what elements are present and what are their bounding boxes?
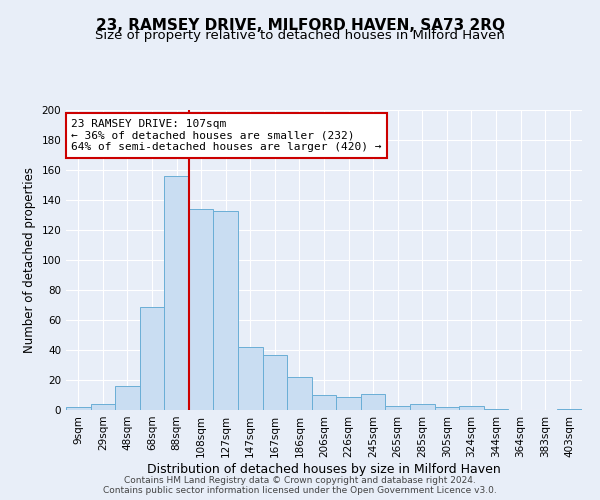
Bar [312, 395, 336, 410]
Y-axis label: Number of detached properties: Number of detached properties [23, 167, 36, 353]
Bar [434, 407, 459, 410]
Bar [459, 406, 484, 410]
Bar [164, 176, 189, 410]
Bar [91, 404, 115, 410]
Bar [238, 347, 263, 410]
Bar [484, 408, 508, 410]
Bar [410, 404, 434, 410]
Text: 23 RAMSEY DRIVE: 107sqm
← 36% of detached houses are smaller (232)
64% of semi-d: 23 RAMSEY DRIVE: 107sqm ← 36% of detache… [71, 119, 382, 152]
Bar [214, 210, 238, 410]
Bar [189, 209, 214, 410]
Bar [385, 406, 410, 410]
Bar [361, 394, 385, 410]
Bar [336, 396, 361, 410]
Text: Size of property relative to detached houses in Milford Haven: Size of property relative to detached ho… [95, 29, 505, 42]
Text: Contains public sector information licensed under the Open Government Licence v3: Contains public sector information licen… [103, 486, 497, 495]
Bar [140, 306, 164, 410]
Bar [557, 408, 582, 410]
X-axis label: Distribution of detached houses by size in Milford Haven: Distribution of detached houses by size … [147, 462, 501, 475]
Bar [287, 377, 312, 410]
Bar [263, 354, 287, 410]
Text: 23, RAMSEY DRIVE, MILFORD HAVEN, SA73 2RQ: 23, RAMSEY DRIVE, MILFORD HAVEN, SA73 2R… [95, 18, 505, 32]
Bar [66, 407, 91, 410]
Bar [115, 386, 140, 410]
Text: Contains HM Land Registry data © Crown copyright and database right 2024.: Contains HM Land Registry data © Crown c… [124, 476, 476, 485]
